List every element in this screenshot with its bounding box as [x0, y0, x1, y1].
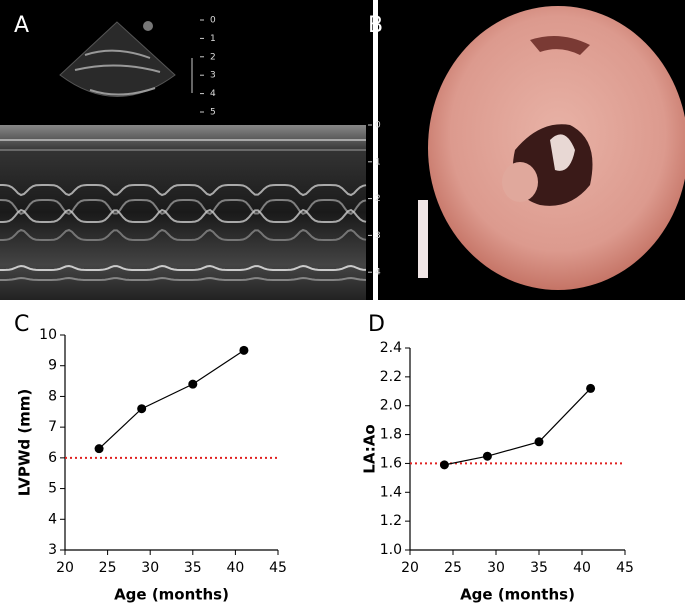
panel-label: D — [368, 312, 385, 337]
mmode-line — [0, 228, 367, 241]
x-tick-label: 40 — [573, 560, 591, 576]
mmode-line — [0, 264, 367, 271]
y-tick-label: 2.4 — [380, 340, 402, 356]
data-point — [482, 451, 492, 461]
data-point — [137, 404, 147, 414]
y-tick-label: 9 — [48, 358, 57, 374]
x-tick-label: 40 — [226, 560, 244, 576]
scale-bar — [418, 200, 428, 278]
y-tick-label: 7 — [48, 419, 57, 435]
series-line — [98, 349, 245, 450]
panel-label: C — [14, 312, 29, 337]
x-axis-label: Age (months) — [460, 586, 575, 604]
y-tick-label: 6 — [48, 450, 57, 466]
mmode-tick-label: 0 — [375, 121, 381, 131]
ultrasound-sector — [59, 21, 176, 97]
depth-tick-label: 2 — [210, 52, 216, 62]
panel-label: A — [14, 13, 29, 38]
x-tick-label: 30 — [487, 560, 505, 576]
depth-tick-label: 4 — [210, 89, 216, 99]
data-point — [188, 379, 198, 389]
mmode-line — [0, 208, 367, 223]
y-tick-label: 1.4 — [380, 484, 402, 500]
heart-cavity — [530, 36, 590, 55]
ultrasound-icon — [143, 21, 153, 31]
y-tick-label: 4 — [48, 511, 57, 527]
x-axis-label: Age (months) — [114, 586, 229, 604]
mmode-image — [0, 125, 366, 300]
y-tick-label: 1.2 — [380, 513, 402, 529]
mmode-tick-label: 4 — [375, 268, 381, 278]
x-tick-label: 35 — [184, 560, 202, 576]
x-tick-label: 20 — [401, 560, 419, 576]
y-tick-label: 8 — [48, 388, 57, 404]
x-tick-label: 35 — [530, 560, 548, 576]
y-tick-label: 1.8 — [380, 427, 402, 443]
mmode-echo — [0, 139, 367, 281]
y-tick-label: 2.2 — [380, 369, 402, 385]
data-point — [439, 460, 449, 470]
y-tick-label: 2.0 — [380, 398, 402, 414]
mmode-line — [0, 184, 367, 197]
papillary-muscle — [502, 162, 538, 202]
y-tick-label: 1.0 — [380, 542, 402, 558]
series-line — [444, 387, 592, 466]
mmode-tick-label: 2 — [375, 194, 381, 204]
mmode-tick-label: 3 — [375, 231, 381, 241]
mmode-line — [0, 199, 367, 216]
x-tick-label: 20 — [56, 560, 74, 576]
y-axis-label: LA:Ao — [361, 424, 379, 473]
ultrasound-panel: A — [0, 0, 373, 300]
y-axis-label: LVPWd (mm) — [16, 389, 34, 497]
mmode-line — [0, 276, 367, 281]
data-point — [239, 345, 249, 355]
y-tick-label: 1.6 — [380, 455, 402, 471]
data-point — [586, 383, 596, 393]
depth-tick-label: 1 — [210, 34, 216, 44]
specimen-panel: B — [368, 0, 685, 300]
valve — [550, 134, 575, 171]
x-tick-label: 25 — [444, 560, 462, 576]
x-tick-label: 30 — [141, 560, 159, 576]
y-tick-label: 3 — [48, 542, 57, 558]
y-tick-label: 10 — [39, 327, 57, 343]
depth-tick-label: 0 — [210, 16, 216, 26]
sector-echo — [74, 49, 161, 96]
data-point — [534, 437, 544, 447]
depth-tick-label: 3 — [210, 71, 216, 81]
y-tick-label: 5 — [48, 481, 57, 497]
x-tick-label: 45 — [616, 560, 634, 576]
x-tick-label: 45 — [269, 560, 287, 576]
x-tick-label: 25 — [99, 560, 117, 576]
mmode-tick-label: 1 — [375, 157, 381, 167]
panel-label: B — [368, 13, 383, 38]
data-point — [94, 444, 104, 454]
depth-tick-label: 5 — [210, 108, 216, 118]
